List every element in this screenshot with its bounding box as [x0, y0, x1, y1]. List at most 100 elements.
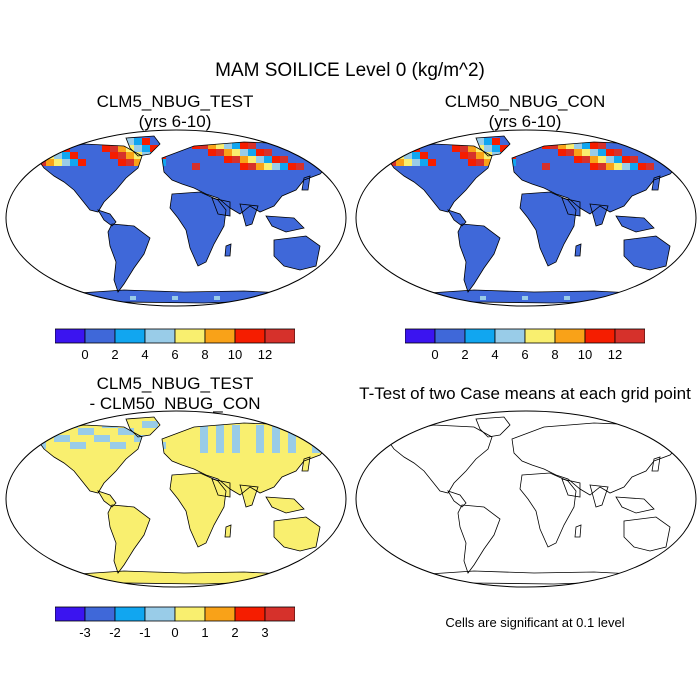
high-latitude-cell-22 [460, 145, 468, 152]
high-latitude-cell-53 [574, 149, 582, 156]
colorbar-swatch-7 [614, 328, 645, 344]
land-region-2 [448, 210, 466, 226]
high-latitude-cell-66 [606, 149, 614, 156]
high-latitude-cell-62 [598, 142, 606, 149]
coastline-9 [615, 215, 655, 233]
colorbar-swatch-7 [264, 328, 295, 344]
colorbar-swatch-1 [84, 606, 116, 622]
coastline-9 [265, 215, 305, 233]
high-latitude-cell-80 [312, 142, 320, 149]
colorbar-tick-label: 4 [141, 347, 148, 362]
high-latitude-cell-92 [298, 296, 304, 300]
high-latitude-cell-79 [304, 142, 312, 149]
high-latitude-cell-35 [232, 432, 240, 439]
high-latitude-cell-10 [86, 428, 94, 435]
high-latitude-cell-7 [46, 159, 54, 166]
colorbar-tick-label: 10 [228, 347, 242, 362]
coastline-3 [107, 504, 151, 574]
high-latitude-cell-62 [248, 142, 256, 149]
high-latitude-cell-87 [88, 296, 94, 300]
panel4-title-line1: T-Test of two Case means at each grid po… [359, 384, 691, 403]
high-latitude-cell-90 [214, 296, 220, 300]
coastline-6 [574, 243, 582, 257]
high-latitude-cell-61 [240, 163, 248, 170]
high-latitude-cell-26 [200, 425, 208, 432]
high-latitude-cell-52 [574, 142, 582, 149]
colorbar-tick-label: 6 [521, 347, 528, 362]
colorbar-tick-label: 1 [201, 625, 208, 640]
high-latitude-cell-16 [70, 159, 78, 166]
high-latitude-cell-9 [404, 145, 412, 152]
coastline-3 [457, 504, 501, 574]
high-latitude-cell-58 [590, 142, 598, 149]
panel3-title-line1: CLM5_NBUG_TEST [96, 374, 254, 393]
land-region-12 [320, 549, 328, 561]
high-latitude-cell-72 [622, 156, 630, 163]
high-latitude-cell-31 [126, 159, 134, 166]
high-latitude-cell-15 [420, 152, 428, 159]
high-latitude-cell-88 [480, 296, 486, 300]
high-latitude-cell-52 [224, 142, 232, 149]
map-border [355, 129, 697, 307]
high-latitude-cell-49 [208, 149, 216, 156]
high-latitude-cell-71 [264, 163, 272, 170]
high-latitude-cell-2 [38, 152, 46, 159]
land-region-6 [225, 244, 231, 256]
high-latitude-cell-51 [566, 149, 574, 156]
high-latitude-cell-92 [648, 296, 654, 300]
high-latitude-cell-71 [614, 163, 622, 170]
high-latitude-cell-25 [118, 145, 126, 152]
colorbar-tick-label: 12 [608, 347, 622, 362]
high-latitude-cell-67 [606, 156, 614, 163]
panel2-title-line2: (yrs 6-10) [488, 112, 562, 131]
colorbar-swatch-2 [114, 606, 146, 622]
high-latitude-cell-7 [396, 159, 404, 166]
high-latitude-cell-41 [256, 446, 264, 453]
high-latitude-cell-11 [404, 159, 412, 166]
colorbar-swatch-6 [584, 328, 616, 344]
coastline-6 [224, 243, 232, 257]
high-latitude-cell-81 [662, 149, 670, 156]
colorbar-tick-label: 8 [551, 347, 558, 362]
high-latitude-cell-11 [94, 435, 102, 442]
high-latitude-cell-39 [256, 432, 264, 439]
high-latitude-cell-68 [606, 163, 614, 170]
high-latitude-cell-33 [216, 446, 224, 453]
panel1-title: CLM5_NBUG_TEST (yrs 6-10) [55, 92, 295, 132]
high-latitude-cell-87 [438, 296, 444, 300]
high-latitude-cell-46 [542, 163, 550, 170]
panel2-title: CLM50_NBUG_CON (yrs 6-10) [405, 92, 645, 132]
colorbar-tick-label: 0 [431, 347, 438, 362]
coastline-9 [265, 496, 305, 514]
high-latitude-cell-30 [476, 152, 484, 159]
panel1-title-line2: (yrs 6-10) [138, 112, 212, 131]
high-latitude-cell-51 [216, 149, 224, 156]
high-latitude-cell-79 [654, 142, 662, 149]
high-latitude-cell-4 [62, 421, 70, 428]
high-latitude-cell-75 [630, 163, 638, 170]
colorbar-swatch-5 [554, 328, 586, 344]
colorbar-swatch-3 [144, 328, 176, 344]
high-latitude-cell-40 [150, 145, 158, 152]
colorbar-tick-label: -3 [79, 625, 91, 640]
high-latitude-cell-1 [388, 145, 396, 152]
high-latitude-cell-9 [54, 145, 62, 152]
high-latitude-cell-74 [280, 156, 288, 163]
high-latitude-cell-45 [272, 446, 280, 453]
high-latitude-cell-28 [476, 138, 484, 145]
high-latitude-cell-48 [208, 142, 216, 149]
high-latitude-cell-85 [678, 149, 684, 156]
colorbar-swatch-1 [84, 328, 116, 344]
colorbar-tick-label: 10 [578, 347, 592, 362]
high-latitude-cell-37 [492, 145, 500, 152]
high-latitude-cell-48 [288, 439, 296, 446]
high-latitude-cell-37 [142, 145, 150, 152]
high-latitude-cell-55 [328, 432, 334, 439]
colorbar-swatch-2 [114, 328, 146, 344]
high-latitude-cell-69 [264, 149, 272, 156]
coastline-11 [623, 516, 671, 552]
high-latitude-cell-54 [574, 156, 582, 163]
high-latitude-cell-81 [312, 149, 320, 156]
colorbar-difference: -3 -2 -1 0 1 2 3 [55, 606, 295, 640]
high-latitude-cell-55 [582, 142, 590, 149]
